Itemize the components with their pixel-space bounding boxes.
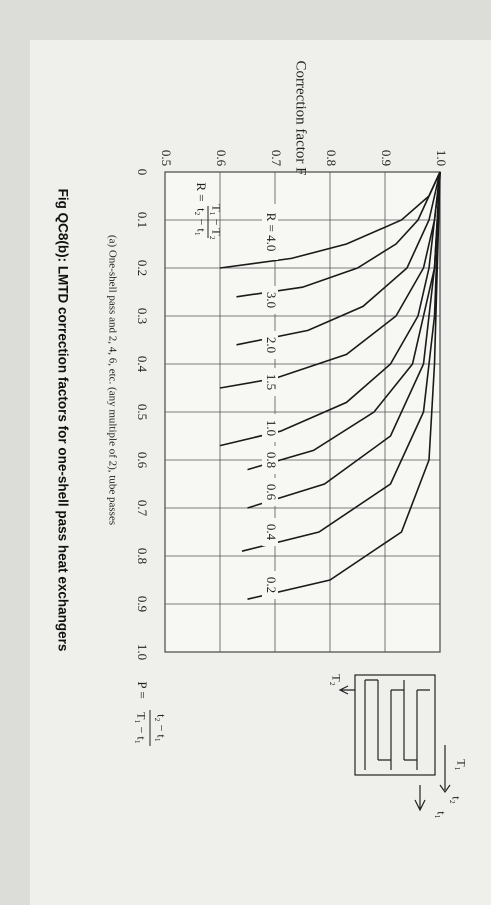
series-label: 0.2 <box>264 577 279 593</box>
curve <box>219 171 441 447</box>
label-bg <box>262 286 278 314</box>
series-label: R = 4.0 <box>264 213 279 252</box>
x-tick-label: 0.6 <box>135 452 150 469</box>
label-bg <box>262 368 278 396</box>
diagram-label: T₁ <box>454 759 468 771</box>
y-tick-label: 0.6 <box>214 150 229 167</box>
x-tick-label: 0.9 <box>135 596 150 612</box>
label-bg <box>262 571 278 599</box>
series-label: 0.8 <box>264 452 279 468</box>
y-tick-label: 0.8 <box>324 150 339 166</box>
x-tick-label: 0.7 <box>135 500 150 517</box>
series-label: 1.0 <box>264 420 279 436</box>
x-axis-label: P = <box>135 681 150 698</box>
caption: (a) One-shell pass and 2, 4, 6, etc. (an… <box>106 235 118 525</box>
diagram-label: t₂ <box>449 796 463 804</box>
x-tick-label: 0.3 <box>135 308 150 324</box>
x-tick-label: 0.1 <box>135 212 150 228</box>
x-tick-label: 0.5 <box>135 404 150 420</box>
x-tick-label: 1.0 <box>135 644 150 660</box>
label-bg <box>262 446 278 474</box>
label-bg <box>262 204 278 260</box>
series-label: 3.0 <box>264 292 279 308</box>
y-tick-label: 1.0 <box>434 150 449 166</box>
x-tick-label: 0.2 <box>135 260 150 276</box>
curve <box>241 171 441 552</box>
label-bg <box>262 331 278 359</box>
formula-lhs: R = <box>194 182 209 201</box>
exchanger-diagram <box>338 674 451 812</box>
y-tick-label: 0.9 <box>379 150 394 166</box>
chart-title: Correction factor F <box>293 61 309 176</box>
diagram-label: t₁ <box>434 811 448 819</box>
x-tick-label: 0 <box>135 169 150 176</box>
series-label: 1.5 <box>264 374 279 390</box>
label-bg <box>262 518 278 546</box>
formula-denominator: T₁ − t₁ <box>134 712 148 744</box>
figure-caption: Fig QC8(b): LMTD correction factors for … <box>55 189 70 652</box>
y-tick-label: 0.5 <box>159 150 174 166</box>
series-label: 0.6 <box>264 484 279 501</box>
formula-numerator: T₁ − T₂ <box>209 204 223 240</box>
diagram-label: T₂ <box>329 674 343 686</box>
curve <box>236 171 441 346</box>
label-bg <box>262 478 278 506</box>
series-label: 0.4 <box>264 524 279 541</box>
curve <box>236 171 441 298</box>
series-label: 2.0 <box>264 337 279 353</box>
formula-denominator: t₂ − t₁ <box>194 208 208 236</box>
curve <box>247 171 441 600</box>
x-tick-label: 0.8 <box>135 548 150 564</box>
curve <box>247 171 441 509</box>
x-tick-label: 0.4 <box>135 356 150 373</box>
formula-numerator: t₂ − t₁ <box>154 714 168 742</box>
y-tick-label: 0.7 <box>269 150 284 167</box>
label-bg <box>262 414 278 442</box>
